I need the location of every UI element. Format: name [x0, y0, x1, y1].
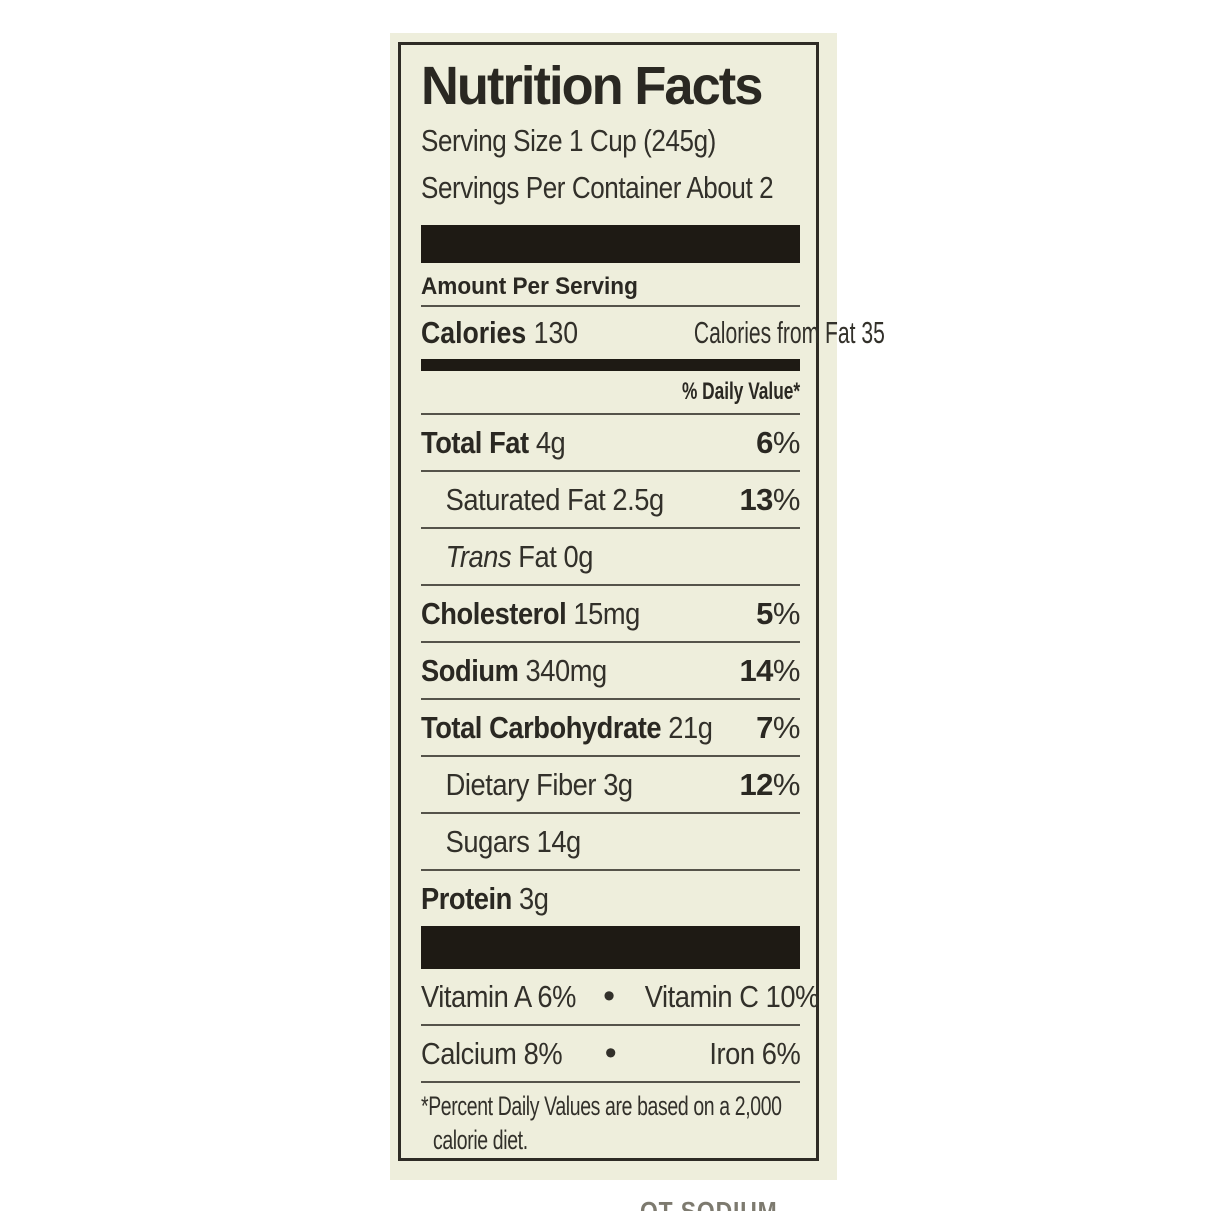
cutoff-partial-text: OT SODIUM: [640, 1196, 778, 1211]
footnote-line-1: *Percent Daily Values are based on a 2,0…: [421, 1091, 782, 1121]
calories-from-fat: Calories from Fat 35: [693, 315, 885, 350]
daily-value: 5%: [756, 596, 800, 631]
footnote: *Percent Daily Values are based on a 2,0…: [421, 1089, 800, 1157]
label-border-box: Nutrition Facts Serving Size 1 Cup (245g…: [398, 42, 885, 1161]
nutrient-name: Dietary Fiber 3g: [445, 767, 633, 802]
calories-value: 130: [533, 315, 579, 350]
nutrient-row: Sugars 14g: [421, 812, 800, 869]
vitamin-row: Vitamin A 6% • Vitamin C 10%: [421, 969, 819, 1024]
daily-value: 13%: [739, 482, 800, 517]
nutrient-name: Cholesterol 15mg: [421, 596, 640, 631]
nutrient-rows: Total Fat 4g 6% Saturated Fat 2.5g 13% Trans…: [421, 413, 800, 926]
daily-value: 7%: [756, 710, 800, 745]
nutrient-name: Sodium 340mg: [421, 653, 607, 688]
calories-row: Calories 130 Calories from Fat 35: [421, 305, 885, 359]
vitamin-row: Calcium 8% • Iron 6%: [421, 1024, 800, 1081]
daily-value: 14%: [739, 653, 800, 688]
separator-bar-thick-top: [421, 225, 800, 263]
screenshot-canvas: { "label": { "title": "Nutrition Facts",…: [0, 33, 1214, 1214]
nutrient-row: Total Carbohydrate 21g 7%: [421, 698, 800, 755]
nutrient-name: Trans Fat 0g: [445, 539, 594, 574]
daily-value: 12%: [739, 767, 800, 802]
serving-size-line: Serving Size 1 Cup (245g): [421, 123, 716, 158]
nutrient-name: Total Fat 4g: [421, 425, 566, 460]
nutrient-row: Dietary Fiber 3g 12%: [421, 755, 800, 812]
vitamin-right: Iron 6%: [709, 1036, 800, 1071]
nutrient-row: Cholesterol 15mg 5%: [421, 584, 800, 641]
footnote-line-2: calorie diet.: [433, 1125, 528, 1155]
amount-per-serving-label: Amount Per Serving: [421, 273, 638, 300]
label-title-text: Nutrition Facts: [421, 56, 763, 116]
vitamin-left: Calcium 8%: [421, 1036, 563, 1071]
separator-bar-thick-bottom: [421, 926, 800, 969]
nutrient-name: Saturated Fat 2.5g: [445, 482, 665, 517]
nutrient-row: Trans Fat 0g: [421, 527, 800, 584]
nutrient-name: Protein 3g: [421, 881, 549, 916]
nutrition-label: Nutrition Facts Serving Size 1 Cup (245g…: [390, 33, 885, 1211]
vitamin-right: Vitamin C 10%: [644, 979, 819, 1014]
nutrient-row: Sodium 340mg 14%: [421, 641, 800, 698]
vitamin-left: Vitamin A 6%: [421, 979, 576, 1014]
nutrient-name: Total Carbohydrate 21g: [421, 710, 713, 745]
nutrient-row: Saturated Fat 2.5g 13%: [421, 470, 800, 527]
nutrient-row: Total Fat 4g 6%: [421, 413, 800, 470]
servings-per-container-line: Servings Per Container About 2: [421, 170, 774, 205]
bullet-separator: •: [603, 977, 615, 1015]
daily-value: 6%: [756, 425, 800, 460]
separator-bar-medium: [421, 359, 800, 371]
nutrient-row: Protein 3g: [421, 869, 800, 926]
bullet-separator: •: [604, 1034, 617, 1072]
daily-value-header: % Daily Value*: [681, 378, 800, 405]
calories-left: Calories 130: [421, 315, 579, 350]
label-title: Nutrition Facts: [421, 55, 800, 117]
vitamin-rows: Vitamin A 6% • Vitamin C 10% Calcium 8% • Iro…: [421, 969, 819, 1083]
nutrient-name: Sugars 14g: [445, 824, 582, 859]
